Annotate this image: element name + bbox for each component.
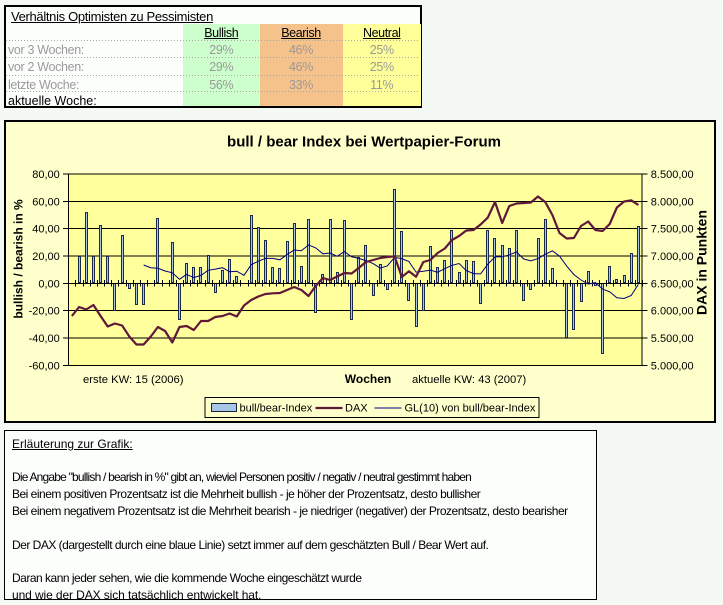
svg-text:bullish / bearish in %: bullish / bearish in %	[12, 199, 26, 319]
svg-text:80,00: 80,00	[32, 169, 60, 181]
svg-text:7.500,00: 7.500,00	[651, 224, 694, 236]
svg-text:6.500,00: 6.500,00	[651, 278, 694, 290]
svg-text:5.500,00: 5.500,00	[651, 333, 694, 345]
svg-text:DAX in Punkten: DAX in Punkten	[694, 210, 710, 315]
svg-text:8.500,00: 8.500,00	[651, 169, 694, 181]
svg-text:erste KW: 15 (2006): erste KW: 15 (2006)	[83, 374, 184, 386]
svg-text:-40,00: -40,00	[29, 333, 60, 345]
svg-text:60,00: 60,00	[32, 196, 60, 208]
svg-text:GL(10) von bull/bear-Index: GL(10) von bull/bear-Index	[405, 403, 536, 415]
svg-text:bull / bear Index bei Wertpapi: bull / bear Index bei Wertpapier-Forum	[227, 134, 501, 151]
svg-text:7.000,00: 7.000,00	[651, 251, 694, 263]
svg-text:8.000,00: 8.000,00	[651, 196, 694, 208]
svg-text:Wochen: Wochen	[345, 372, 391, 386]
svg-text:5.000,00: 5.000,00	[651, 360, 694, 372]
svg-text:aktuelle KW: 43 (2007): aktuelle KW: 43 (2007)	[412, 374, 526, 386]
svg-text:40,00: 40,00	[32, 224, 60, 236]
svg-text:20,00: 20,00	[32, 251, 60, 263]
svg-text:bull/bear-Index: bull/bear-Index	[240, 403, 313, 415]
svg-text:-20,00: -20,00	[29, 306, 60, 318]
svg-text:DAX: DAX	[345, 403, 368, 415]
svg-text:-60,00: -60,00	[29, 360, 60, 372]
svg-text:0,00: 0,00	[38, 278, 59, 290]
svg-text:6.000,00: 6.000,00	[651, 306, 694, 318]
